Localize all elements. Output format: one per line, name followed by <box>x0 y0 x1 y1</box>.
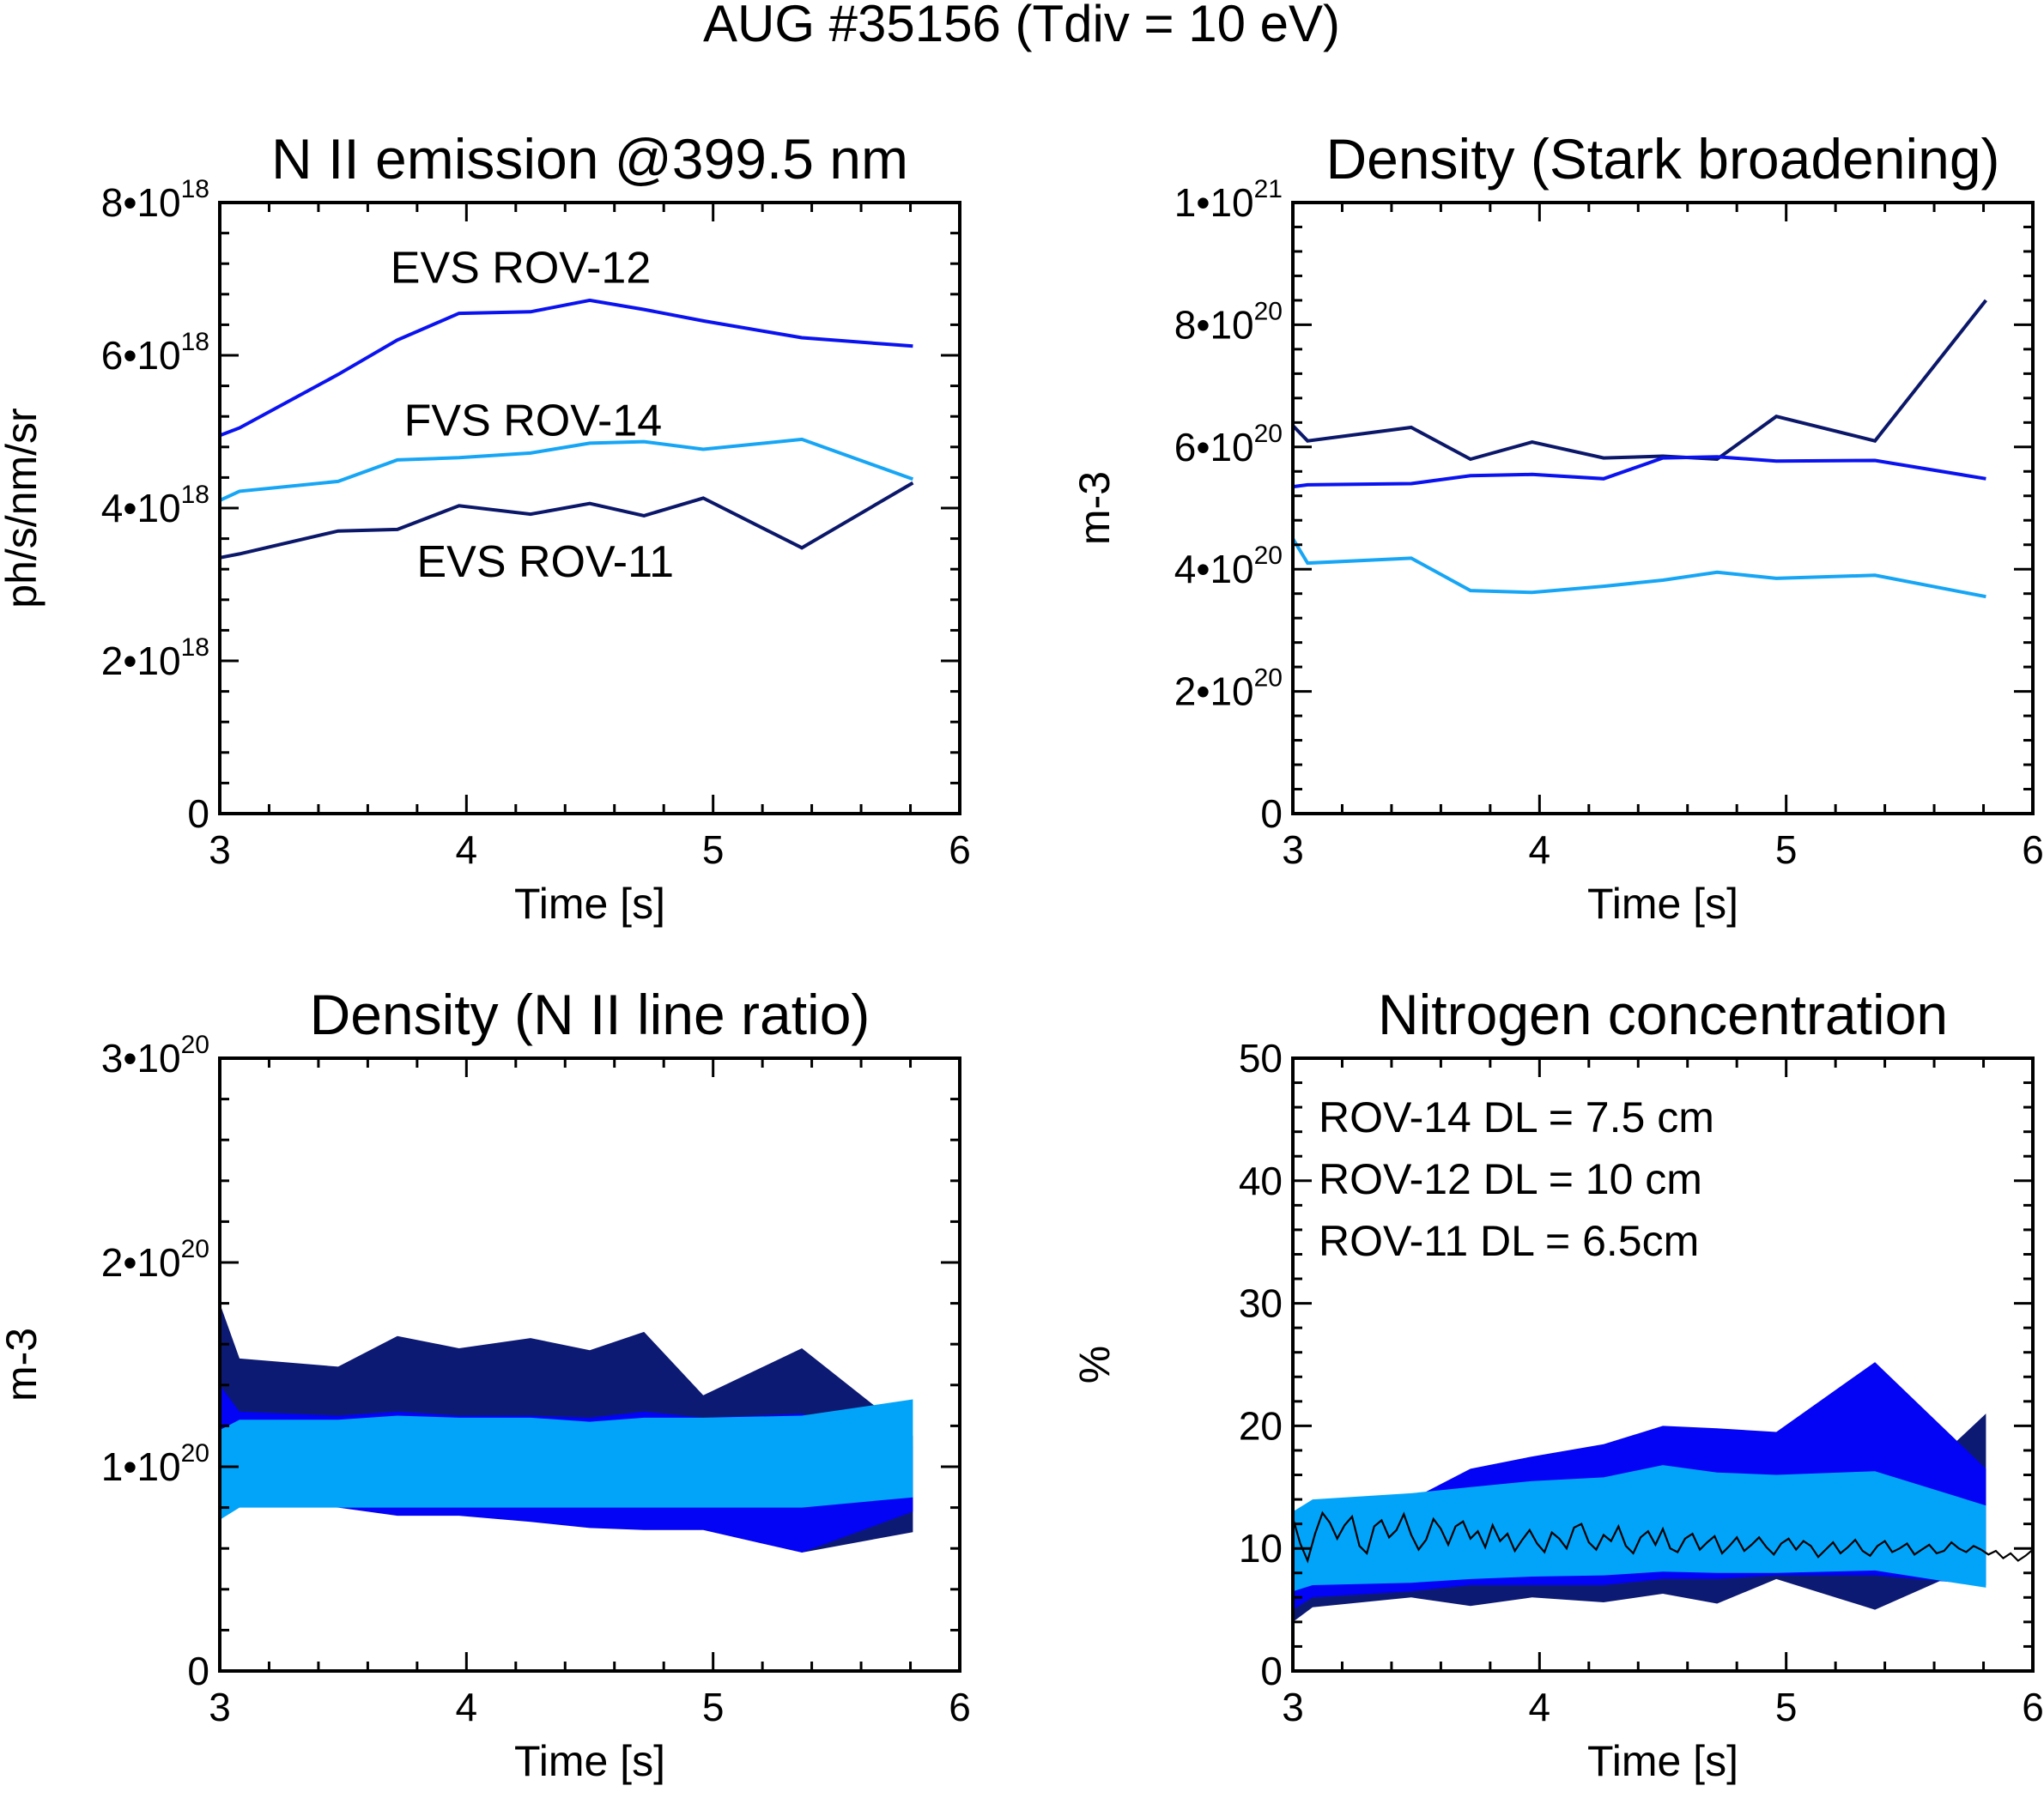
panel-title: Density (Stark broadening) <box>1325 127 1999 191</box>
y-tick-label: 2•1018 <box>101 633 209 683</box>
figure-title: AUG #35156 (Tdiv = 10 eV) <box>703 0 1340 52</box>
panel-title: Density (N II line ratio) <box>310 983 870 1046</box>
x-tick-label: 5 <box>702 827 725 872</box>
y-tick-label: 2•1020 <box>101 1235 209 1285</box>
concentration-trace-line <box>1291 1510 2034 1564</box>
panel-n2-emission: N II emission @399.5 nm EVS ROV-12 FVS ROV… <box>0 127 971 928</box>
annotation-text: ROV-11 DL = 6.5cm <box>1319 1217 1699 1265</box>
x-axis-label: Time [s] <box>1587 880 1738 928</box>
series-label: EVS ROV-12 <box>391 243 651 293</box>
x-tick-label: 6 <box>949 827 971 872</box>
y-tick-label: 0 <box>1260 791 1283 836</box>
y-tick-label: 50 <box>1239 1036 1283 1081</box>
y-tick-label: 30 <box>1239 1281 1283 1326</box>
y-tick-label: 4•1020 <box>1174 542 1283 591</box>
x-tick-label: 3 <box>1282 827 1304 872</box>
x-tick-label: 5 <box>1775 827 1798 872</box>
y-tick-label: 6•1020 <box>1174 420 1283 469</box>
x-tick-label: 4 <box>456 827 478 872</box>
x-tick-label: 5 <box>1775 1685 1798 1729</box>
series-label: EVS ROV-11 <box>416 537 674 587</box>
x-axis-label: Time [s] <box>514 880 665 928</box>
band-series-2 <box>220 1399 913 1520</box>
y-axis-label: m-3 <box>1071 471 1119 545</box>
x-axis-label: Time [s] <box>1587 1737 1738 1785</box>
y-tick-label: 2•1020 <box>1174 664 1283 714</box>
series-line-fvs-rov-14 <box>219 437 914 502</box>
y-tick-label: 0 <box>1260 1649 1283 1693</box>
series-line-0 <box>1291 299 1987 462</box>
x-tick-label: 6 <box>2022 827 2044 872</box>
x-tick-label: 4 <box>456 1685 478 1729</box>
series-label: FVS ROV-14 <box>404 396 663 445</box>
annotation-text: ROV-12 DL = 10 cm <box>1319 1155 1702 1203</box>
x-tick-label: 3 <box>209 1685 231 1729</box>
series-line-evs-rov-12 <box>219 298 913 438</box>
band-rov-14 <box>1293 1465 1986 1592</box>
y-axis-label: ph/s/nm/sr <box>0 408 45 608</box>
x-tick-label: 6 <box>2022 1685 2044 1729</box>
panel-nitrogen-concentration: Nitrogen concentration 3 4 5 6 0 10 20 30 40 50 Tim… <box>1071 983 2044 1785</box>
x-tick-label: 5 <box>702 1685 725 1729</box>
x-tick-label: 4 <box>1529 827 1551 872</box>
x-tick-label: 4 <box>1529 1685 1551 1729</box>
panel-title: Nitrogen concentration <box>1378 983 1948 1046</box>
panel-density-stark: Density (Stark broadening) 3 4 5 6 0 2•1020 4•1… <box>1071 127 2044 928</box>
x-axis-label: Time [s] <box>514 1737 665 1785</box>
axes-frame <box>218 201 961 815</box>
y-tick-label: 20 <box>1239 1403 1283 1448</box>
y-axis-label: m-3 <box>0 1328 45 1401</box>
y-tick-label: 8•1018 <box>101 175 209 225</box>
y-tick-label: 6•1018 <box>101 328 209 378</box>
series-line-1 <box>1292 455 1986 489</box>
y-tick-label: 3•1020 <box>101 1031 209 1081</box>
y-tick-label: 1•1021 <box>1174 175 1283 225</box>
y-tick-label: 0 <box>187 1649 209 1693</box>
series-line-evs-rov-11 <box>219 481 914 560</box>
axes-frame <box>1291 1056 2035 1673</box>
y-tick-label: 1•1020 <box>101 1439 209 1489</box>
y-axis-label: % <box>1071 1346 1119 1383</box>
y-tick-label: 0 <box>187 791 209 836</box>
x-tick-label: 3 <box>1282 1685 1304 1729</box>
y-tick-label: 8•1020 <box>1174 297 1283 347</box>
x-tick-label: 3 <box>209 827 231 872</box>
y-tick-label: 40 <box>1239 1159 1283 1203</box>
y-tick-label: 4•1018 <box>101 481 209 530</box>
series-line-2 <box>1291 537 1986 599</box>
axes-frame <box>1291 201 2035 815</box>
y-tick-label: 10 <box>1239 1526 1283 1571</box>
panel-density-line-ratio: Density (N II line ratio) 3 4 5 6 0 1•1020 2•10… <box>0 983 971 1785</box>
axes-frame <box>218 1056 961 1673</box>
panel-title: N II emission @399.5 nm <box>271 127 908 191</box>
x-tick-label: 6 <box>949 1685 971 1729</box>
annotation-text: ROV-14 DL = 7.5 cm <box>1319 1093 1714 1141</box>
